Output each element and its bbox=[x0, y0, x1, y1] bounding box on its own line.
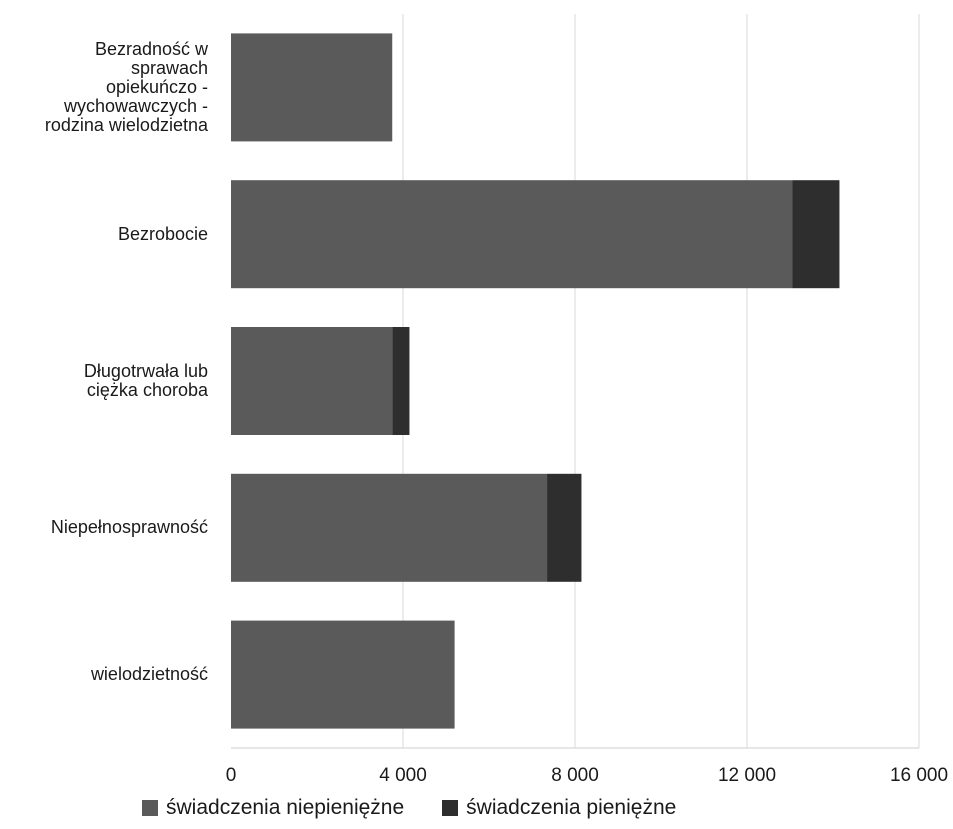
gridlines bbox=[402, 14, 920, 748]
legend-item-pieniezne: świadczenia pieniężne bbox=[442, 796, 676, 820]
x-tick-label: 0 bbox=[226, 765, 237, 786]
bar-segment-pieniezne bbox=[792, 180, 840, 289]
category-label: wielodzietność bbox=[90, 664, 208, 685]
category-label: Długotrwała lub ciężka choroba bbox=[83, 361, 208, 400]
legend-swatch-pieniezne bbox=[442, 800, 459, 816]
bar-segment-pieniezne bbox=[392, 327, 410, 435]
legend-item-niepieniezne: świadczenia niepieniężne bbox=[142, 796, 404, 820]
x-tick-label: 12 000 bbox=[718, 765, 776, 786]
legend: świadczenia niepieniężne świadczenia pie… bbox=[142, 796, 714, 820]
category-label: Niepełnosprawność bbox=[50, 517, 208, 538]
x-tick-label: 8 000 bbox=[551, 765, 599, 786]
legend-swatch-niepieniezne bbox=[142, 800, 158, 816]
x-tick-label: 16 000 bbox=[890, 765, 948, 786]
bar-segment-niepieniezne bbox=[231, 620, 455, 729]
bar-segment-pieniezne bbox=[547, 473, 582, 582]
legend-label-pieniezne: świadczenia pieniężne bbox=[466, 796, 677, 819]
bar-segment-niepieniezne bbox=[231, 473, 548, 582]
legend-label-niepieniezne: świadczenia niepieniężne bbox=[166, 796, 405, 819]
bars bbox=[231, 33, 840, 729]
category-label: Bezrobocie bbox=[117, 223, 208, 244]
x-axis-ticks: 0 4 000 8 000 12 000 16 000 bbox=[226, 765, 948, 786]
category-label: Bezradność w sprawach opiekuńczo - wycho… bbox=[44, 38, 208, 135]
bar-segment-niepieniezne bbox=[231, 180, 793, 289]
x-tick-label: 4 000 bbox=[379, 765, 427, 786]
bar-segment-niepieniezne bbox=[231, 33, 393, 142]
bar-segment-niepieniezne bbox=[231, 327, 393, 435]
